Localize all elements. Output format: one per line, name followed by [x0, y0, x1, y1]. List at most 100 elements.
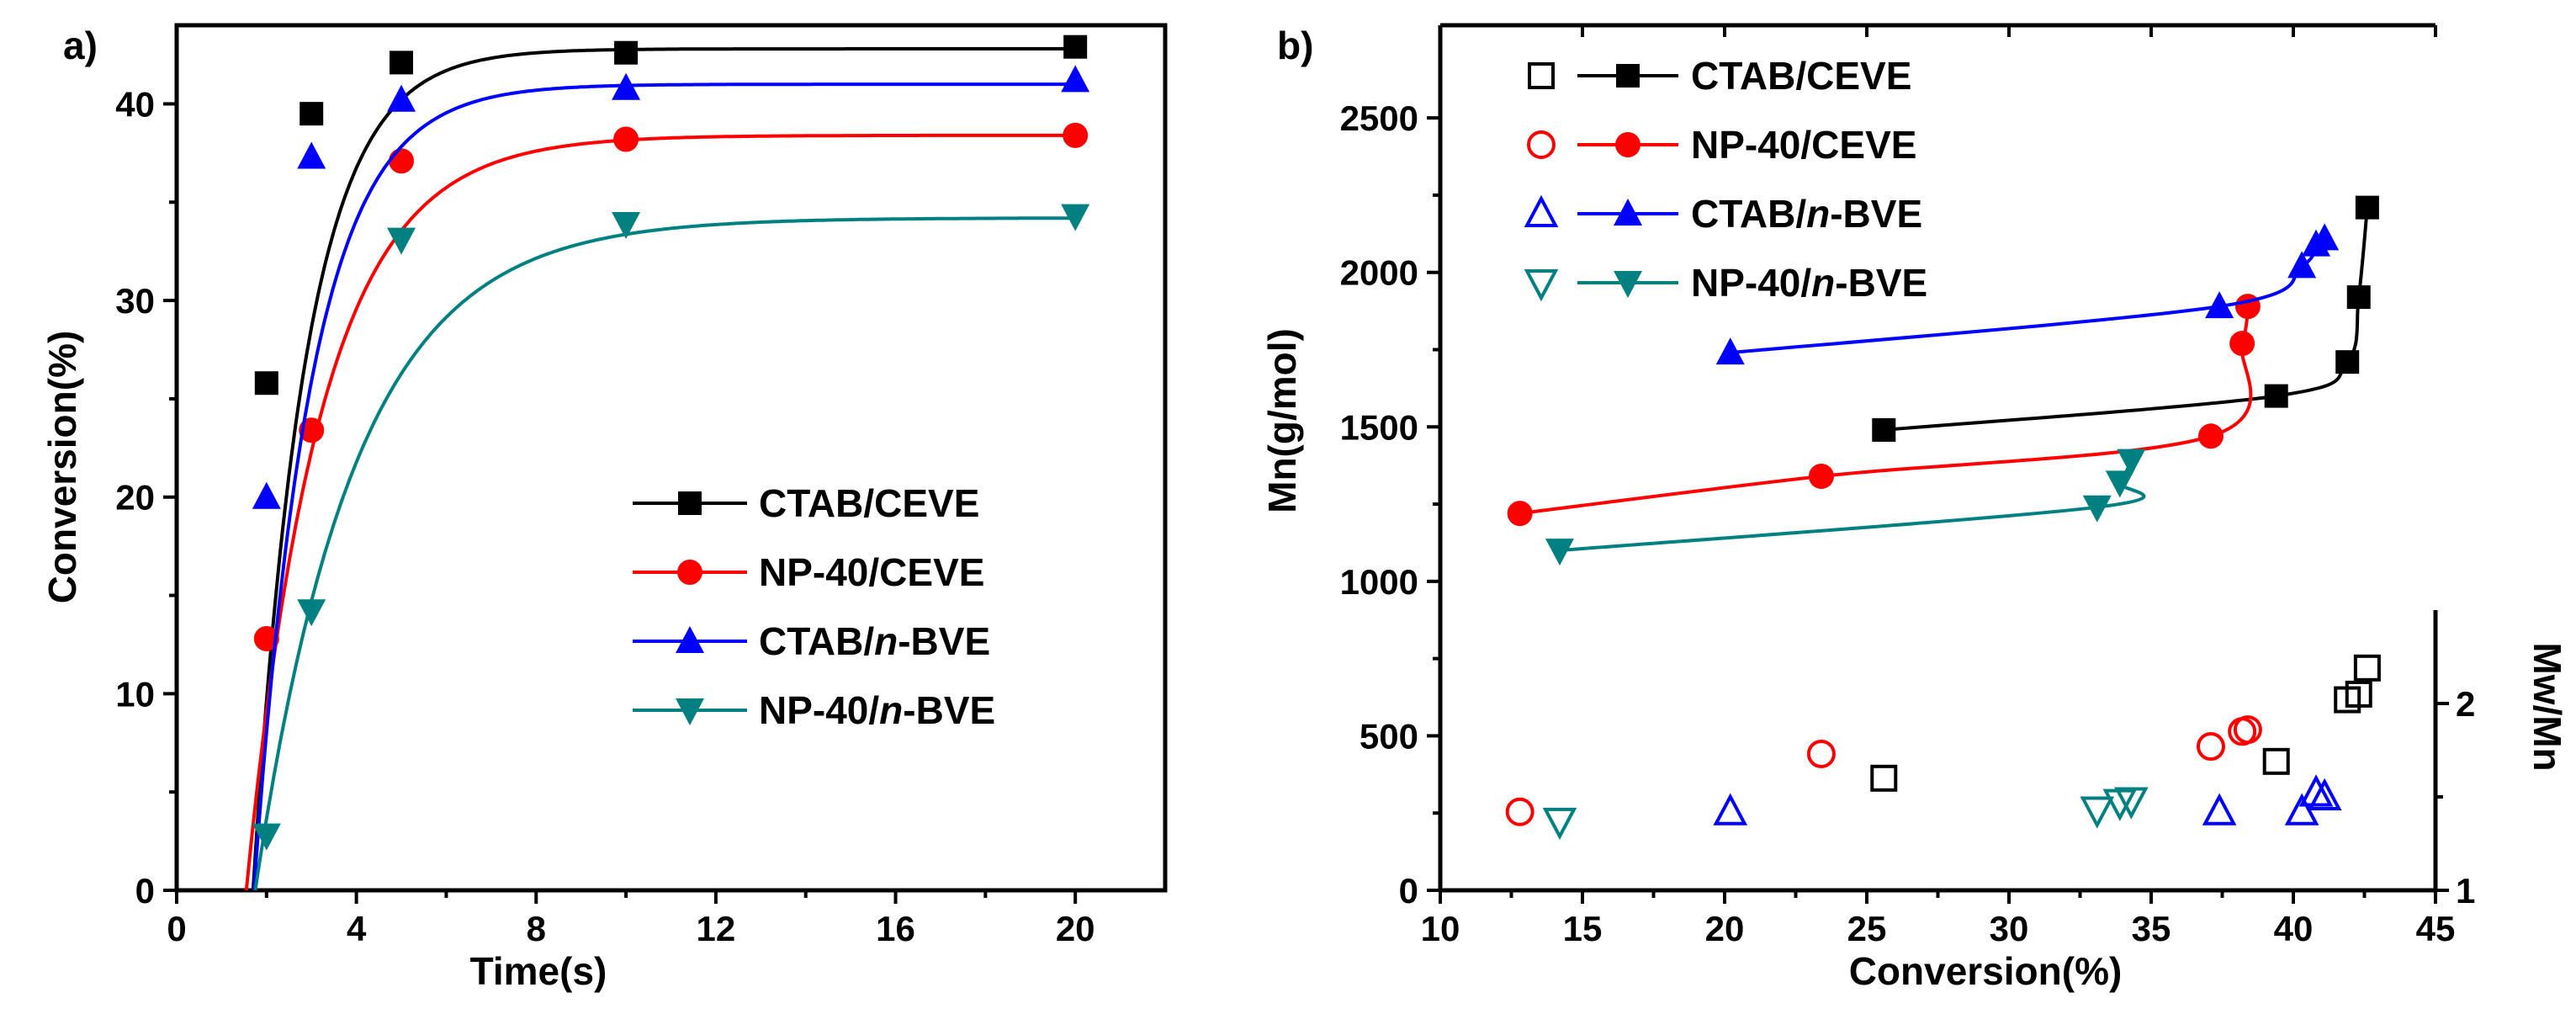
panel-b-y-tick-label: 1000	[1340, 562, 1418, 602]
panel-a-x-tick-label: 0	[167, 909, 186, 948]
panel-b-mn-point-ctab-n-bve	[2310, 223, 2340, 251]
panel-b-y-tick-label: 0	[1399, 871, 1418, 910]
legend-open-marker-ctab-ceve	[1528, 62, 1555, 89]
panel-b-y-tick-label: 500	[1360, 716, 1418, 756]
panel-b-y2-tick-label: 2	[2456, 684, 2475, 724]
panel-b-plot: 10 15 20 25 30 35 40 45 0 500 1000 1500 2000 2500 1 2 CT…	[1340, 23, 2475, 948]
panel-b-x-tick-label: 25	[1847, 909, 1887, 948]
panel-a-y-tick-label: 40	[115, 84, 155, 124]
panel-a-point-ctab-ceve	[299, 102, 324, 126]
panel-a-point-np-40-ceve	[613, 126, 639, 152]
panel-b-pdi-point-ctab-ceve	[2345, 680, 2372, 708]
panel-b-label: b)	[1277, 24, 1313, 67]
panel-b-pdi-point-ctab-n-bve	[1713, 793, 1748, 826]
legend-marker-np-40-ceve	[677, 560, 702, 585]
panel-b-pdi-point-np-40-n-bve	[2102, 788, 2138, 821]
panel-a-point-np-40-ceve	[253, 625, 279, 651]
legend-marker-ctab-ceve	[678, 491, 702, 515]
panel-a-point-np-40-ceve	[1063, 122, 1089, 148]
panel-a-x-axis-label: Time(s)	[470, 949, 607, 993]
panel-b-pdi-point-np-40-n-bve	[1542, 807, 1577, 841]
panel-b-mn-point-np-40-n-bve	[1545, 539, 1574, 566]
panel-a-point-ctab-n-bve	[612, 72, 641, 100]
panel-a-y-tick-label: 0	[135, 871, 155, 910]
panel-a-point-np-40-ceve	[389, 148, 415, 174]
panel-b-mn-point-ctab-ceve	[2346, 285, 2371, 310]
legend-label-ctab-n-bve: CTAB/n-BVE	[1691, 192, 1922, 236]
legend-open-marker-ctab-n-bve	[1524, 194, 1559, 227]
panel-a-fit-ctab-ceve	[251, 47, 1076, 891]
legend-label-ctab-ceve: CTAB/CEVE	[1691, 54, 1911, 98]
panel-a-point-np-40-n-bve	[297, 599, 326, 627]
legend-open-marker-np-40-n-bve	[1524, 269, 1559, 302]
panel-a-point-ctab-n-bve	[252, 481, 281, 509]
panel-a-point-np-40-n-bve	[387, 227, 416, 255]
panel-b-pdi-point-np-40-n-bve	[2080, 796, 2115, 829]
panel-b-x-tick-label: 45	[2416, 909, 2456, 948]
panel-b-x-axis-label: Conversion(%)	[1849, 949, 2123, 993]
panel-a-y-tick-label: 10	[115, 674, 155, 714]
panel-a-label: a)	[63, 24, 98, 67]
panel-b-y-tick-label: 1500	[1340, 407, 1418, 447]
panel-b-mn-point-ctab-ceve	[2264, 384, 2288, 408]
panel-b-mn-point-ctab-ceve	[2355, 195, 2379, 220]
panel-a-point-ctab-n-bve	[1061, 65, 1090, 93]
panel-b-pdi-point-np-40-ceve	[1806, 739, 1836, 768]
panel-b-pdi-point-ctab-n-bve	[2202, 793, 2237, 826]
panel-b-x-tick-label: 35	[2132, 909, 2171, 948]
panel-b-pdi-point-np-40-n-bve	[2114, 787, 2149, 820]
panel-a-fit-np-40-ceve	[244, 133, 1076, 891]
panel-b-mn-point-ctab-ceve	[1872, 417, 1896, 442]
panel-b-x-tick-label: 15	[1563, 909, 1603, 948]
panel-a-x-tick-label: 20	[1056, 909, 1095, 948]
panel-a-y-tick-label: 30	[115, 281, 155, 321]
panel-a-point-ctab-ceve	[1063, 35, 1088, 59]
legend-open-marker-np-40-ceve	[1527, 130, 1556, 159]
panel-a-point-ctab-n-bve	[387, 84, 416, 112]
panel-b-mn-point-ctab-n-bve	[2205, 291, 2234, 319]
panel-a-plot: 0 4 8 12 16 20010203040CTAB/CEVENP-40/CEVECTA…	[115, 23, 1168, 948]
panel-b-pdi-point-ctab-ceve	[2353, 654, 2381, 682]
panel-b-mn-point-np-40-n-bve	[2082, 495, 2112, 523]
legend-marker-np-40-n-bve	[1614, 271, 1642, 298]
panel-a-y-tick-label: 20	[115, 478, 155, 518]
panel-a-x-tick-label: 16	[876, 909, 915, 948]
panel-b-x-tick-label: 30	[1990, 909, 2029, 948]
panel-b-mn-point-ctab-ceve	[2335, 350, 2360, 374]
panel-b-y2-axis-label: Mw/Mn	[2526, 642, 2569, 771]
panel-a-x-tick-label: 4	[347, 909, 367, 948]
panel-b-mn-point-np-40-n-bve	[2105, 470, 2134, 498]
panel-b-mn-point-np-40-ceve	[2234, 294, 2261, 320]
panel-b-mn-point-np-40-ceve	[1507, 501, 1533, 527]
panel-b-x-tick-label: 20	[1705, 909, 1745, 948]
panel-b-y-tick-label: 2500	[1340, 98, 1418, 138]
panel-a: a) 0 4 8 12 16 20 0 10 20 30 40 CTAB/CEVE NP-40/CEVE…	[40, 23, 1168, 993]
panel-a-point-np-40-n-bve	[612, 211, 641, 239]
panel-a-point-np-40-n-bve	[252, 823, 281, 851]
panel-b-pdi-point-ctab-n-bve	[2298, 774, 2334, 807]
panel-b-pdi-point-np-40-ceve	[2233, 715, 2262, 745]
panel-a-fit-np-40-n-bve	[253, 216, 1076, 891]
panel-a-point-ctab-n-bve	[297, 141, 326, 169]
panel-a-point-ctab-ceve	[614, 40, 639, 65]
panel-a-point-ctab-ceve	[390, 50, 414, 75]
legend-label-ctab-n-bve: CTAB/n-BVE	[759, 619, 990, 663]
legend-marker-np-40-ceve	[1615, 132, 1640, 157]
panel-b-y-tick-label: 2000	[1340, 253, 1418, 293]
panel-a-x-tick-label: 8	[527, 909, 546, 948]
panel-b-mn-point-np-40-n-bve	[2117, 449, 2146, 476]
panel-b-pdi-point-np-40-ceve	[2196, 732, 2225, 762]
legend-label-np-40-n-bve: NP-40/n-BVE	[1691, 261, 1927, 305]
panel-b-mn-point-ctab-n-bve	[2287, 251, 2317, 279]
legend-marker-np-40-n-bve	[676, 698, 704, 725]
panel-b-y-axis-label: Mn(g/mol)	[1260, 328, 1304, 513]
legend-marker-ctab-n-bve	[1614, 199, 1642, 226]
panel-a-fit-ctab-n-bve	[252, 82, 1074, 891]
panel-b-x-tick-label: 10	[1421, 909, 1460, 948]
panel-b-y2-tick-label: 1	[2456, 871, 2475, 910]
panel-a-y-axis-label: Conversion(%)	[40, 331, 84, 604]
panel-b-pdi-point-ctab-ceve	[1870, 764, 1898, 792]
legend-label-ctab-ceve: CTAB/CEVE	[759, 481, 979, 525]
panel-a-frame	[174, 23, 1168, 893]
